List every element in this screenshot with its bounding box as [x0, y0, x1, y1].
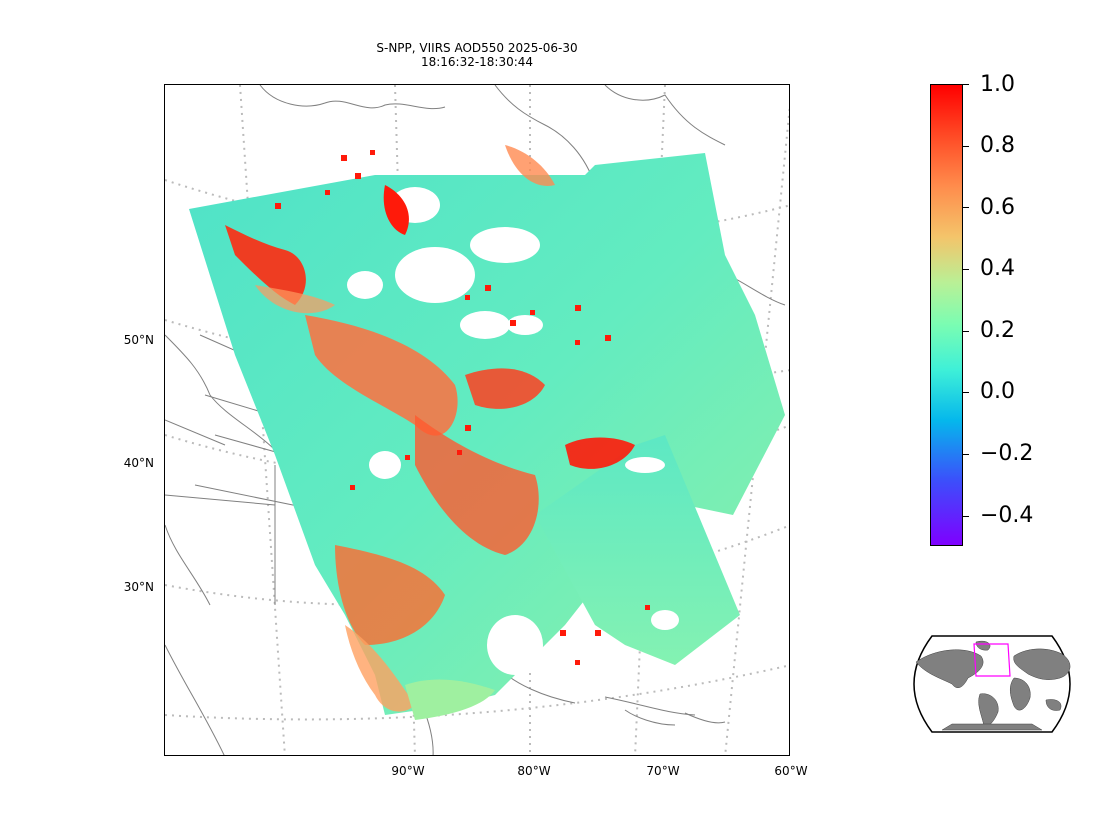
lon-label-90w: 90°W — [391, 764, 425, 778]
colorbar-tick — [963, 84, 969, 85]
lon-label-60w: 60°W — [774, 764, 808, 778]
colorbar-label: 0.2 — [980, 318, 1015, 343]
lat-label-50n: 50°N — [123, 333, 154, 347]
colorbar-tick — [963, 392, 969, 393]
colorbar-label: 1.0 — [980, 72, 1015, 97]
colorbar-tick — [963, 207, 969, 208]
aod-swath-main — [189, 153, 785, 715]
colorbar — [930, 84, 963, 546]
colorbar-tick — [963, 331, 969, 332]
colorbar-label: 0.4 — [980, 256, 1015, 281]
lat-label-30n: 30°N — [123, 580, 154, 594]
globe-icon — [913, 635, 1071, 733]
colorbar-tick — [963, 269, 969, 270]
aod-caribbean — [405, 679, 495, 720]
aod-scatter — [275, 150, 650, 665]
map-canvas — [165, 85, 789, 755]
global-locator-inset — [896, 634, 1088, 738]
lon-label-70w: 70°W — [646, 764, 680, 778]
aod-high-patches — [225, 145, 635, 712]
title-line-1: S-NPP, VIIRS AOD550 2025-06-30 — [376, 41, 578, 55]
lon-label-80w: 80°W — [517, 764, 551, 778]
colorbar-label: 0.0 — [980, 379, 1015, 404]
map-title: S-NPP, VIIRS AOD550 2025-06-30 18:16:32-… — [164, 41, 790, 69]
colorbar-tick — [963, 454, 969, 455]
colorbar-label: −0.4 — [980, 503, 1034, 528]
colorbar-label: −0.2 — [980, 441, 1034, 466]
lat-label-40n: 40°N — [123, 456, 154, 470]
title-line-2: 18:16:32-18:30:44 — [420, 55, 534, 69]
map-panel — [164, 84, 790, 756]
colorbar-label: 0.6 — [980, 195, 1015, 220]
colorbar-tick — [963, 146, 969, 147]
colorbar-label: 0.8 — [980, 133, 1015, 158]
colorbar-tick — [963, 516, 969, 517]
